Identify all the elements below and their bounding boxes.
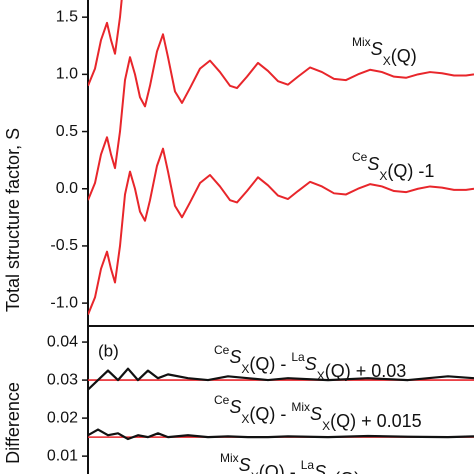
- annotation-part: X: [241, 362, 249, 376]
- annotation-part: Mix: [352, 35, 371, 49]
- y-tick-label: -0.5: [50, 237, 78, 254]
- panel-label: (b): [98, 341, 119, 360]
- annotation-part: La: [291, 350, 305, 364]
- annotation: MixSX(Q) - LaSX(Q): [220, 451, 360, 474]
- annotation-part: X: [383, 54, 391, 68]
- y-tick-label: -1.0: [50, 294, 78, 311]
- annotation-part: (Q): [391, 46, 417, 66]
- annotation: CeSX(Q) -1: [352, 150, 434, 183]
- series-line: [88, 367, 474, 391]
- series-line: [88, 147, 474, 315]
- annotation-part: Ce: [352, 150, 368, 164]
- y-axis-label: Difference: [3, 382, 23, 464]
- y-tick-label: 0.03: [47, 371, 78, 388]
- y-axis-label: Total structure factor, S: [3, 128, 23, 312]
- annotation: CeSX(Q) - MixSX(Q) + 0.015: [214, 393, 422, 433]
- annotation-part: X: [251, 470, 259, 474]
- annotation-part: S: [305, 354, 317, 374]
- annotation-part: S: [310, 404, 322, 424]
- annotation-part: Ce: [214, 393, 230, 407]
- annotation-part: (Q) -: [249, 354, 291, 374]
- annotation-part: S: [371, 39, 383, 59]
- y-tick-label: 0.01: [47, 447, 78, 464]
- y-tick-label: 0.04: [47, 333, 78, 350]
- annotation-part: S: [239, 455, 251, 474]
- annotation-part: X: [379, 169, 387, 183]
- y-tick-label: 1.5: [56, 8, 78, 25]
- annotation: CeSX(Q) - LaSX(Q) + 0.03: [214, 343, 406, 383]
- annotation-part: X: [241, 412, 249, 426]
- annotation-part: S: [314, 462, 326, 474]
- y-tick-label: 0.5: [56, 123, 78, 140]
- annotation-part: S: [229, 347, 241, 367]
- annotation-part: Mix: [220, 451, 239, 465]
- annotation-part: (Q) -: [259, 462, 301, 474]
- y-tick-label: 0.02: [47, 409, 78, 426]
- annotation-part: (Q) -1: [387, 161, 434, 181]
- annotation-part: (Q) + 0.03: [325, 361, 407, 381]
- y-tick-label: 0.0: [56, 180, 78, 197]
- annotation-part: S: [229, 397, 241, 417]
- annotation-part: (Q) + 0.015: [330, 411, 422, 431]
- annotation-part: La: [301, 458, 315, 472]
- annotation-part: X: [317, 369, 325, 383]
- y-tick-label: 1.0: [56, 66, 78, 83]
- series-line: [88, 33, 474, 201]
- annotation-part: Ce: [214, 343, 230, 357]
- annotation: MixSX(Q): [352, 35, 417, 68]
- annotation-part: (Q): [334, 469, 360, 474]
- annotation-part: (Q) -: [249, 404, 291, 424]
- series-line: [88, 0, 123, 87]
- annotation-part: S: [367, 154, 379, 174]
- annotation-part: X: [322, 419, 330, 433]
- annotation-part: Mix: [291, 400, 310, 414]
- series-line: [88, 428, 474, 441]
